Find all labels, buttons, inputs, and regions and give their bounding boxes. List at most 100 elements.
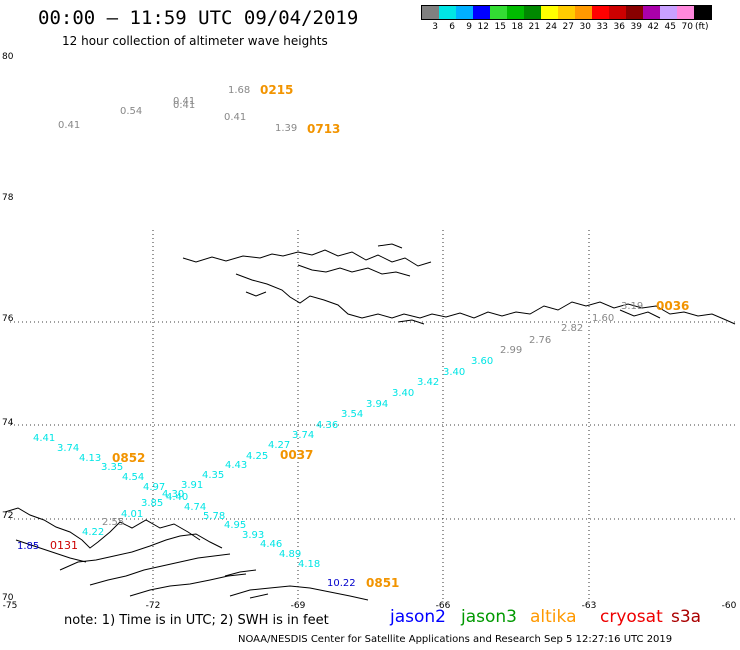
graticule: [10, 230, 735, 600]
legend-swatch: [422, 6, 439, 19]
swh-label: 4.95: [224, 520, 247, 531]
lon-label-69: -69: [290, 601, 306, 611]
legend-tick: 9: [466, 22, 472, 32]
swh-label: 4.30: [162, 489, 185, 500]
legend-swatch: [677, 6, 694, 19]
swh-label: 2.76: [529, 335, 552, 346]
legend-tick: 33: [596, 22, 608, 32]
color-legend: 3 6 9 12 15 18 21 24 27 30 33 36 39 42 45 70 (ft): [421, 5, 712, 32]
swh-label: 3.54: [341, 409, 364, 420]
legend-swatch: [626, 6, 643, 19]
legend-tick: 18: [511, 22, 523, 32]
legend-tick: 27: [562, 22, 574, 32]
note-text: note: 1) Time is in UTC; 2) SWH is in fe…: [64, 613, 329, 628]
page-title: 00:00 – 11:59 UTC 09/04/2019: [38, 7, 359, 29]
satellite-altika: altika: [530, 607, 577, 627]
swh-label: 0.41: [173, 100, 196, 111]
pass-time-label: 0036: [656, 299, 690, 313]
legend-tick: 15: [494, 22, 506, 32]
swh-label: 5.78: [203, 511, 226, 522]
lon-label-60: -60: [721, 601, 737, 611]
legend-swatch: [473, 6, 490, 19]
swh-label: 0.54: [120, 106, 143, 117]
legend-ticks: 3 6 9 12 15 18 21 24 27 30 33 36 39 42 45 70 (ft): [421, 22, 712, 32]
swh-label: 4.97: [143, 482, 166, 493]
legend-tick: 30: [579, 22, 591, 32]
satellite-cryosat: cryosat: [600, 607, 663, 627]
legend-tick: 42: [647, 22, 659, 32]
swh-label: 3.40: [443, 367, 466, 378]
satellite-s3a: s3a: [671, 607, 702, 627]
lat-label-70: 70: [2, 593, 14, 603]
swh-label: 4.35: [202, 470, 225, 481]
swh-label: 3.93: [242, 530, 265, 541]
legend-tick: 6: [449, 22, 455, 32]
pass-time-label: 0131: [50, 539, 78, 552]
pass-time-label: 0713: [307, 122, 341, 136]
legend-tick: 24: [545, 22, 557, 32]
pass-time-label: 0215: [260, 83, 294, 97]
swh-label: 1.60: [592, 313, 615, 324]
swh-label: 4.25: [246, 451, 269, 462]
legend-tick: 36: [613, 22, 625, 32]
swh-label: 10.22: [327, 578, 356, 589]
lat-label-80: 80: [2, 52, 14, 62]
swh-label: 3.60: [471, 356, 494, 367]
swh-label: 4.01: [121, 509, 144, 520]
legend-swatch: [541, 6, 558, 19]
legend-swatch: [439, 6, 456, 19]
swh-label: 4.40: [166, 492, 189, 503]
swh-label: 2.82: [561, 323, 584, 334]
swh-label: 4.22: [82, 527, 105, 538]
lon-label-72: -72: [145, 601, 161, 611]
coastline-north: [182, 243, 736, 325]
legend-swatch: [592, 6, 609, 19]
swh-label: 3.94: [366, 399, 389, 410]
swh-label: 3.35: [101, 462, 124, 473]
legend-tick: 39: [630, 22, 642, 32]
swh-label: 4.74: [184, 502, 207, 513]
legend-tick: 45: [664, 22, 676, 32]
swh-label: 0.41: [224, 112, 247, 123]
legend-swatch: [694, 6, 711, 19]
legend-tick: 12: [477, 22, 489, 32]
legend-tick: 3: [432, 22, 438, 32]
legend-unit: (ft): [695, 22, 709, 32]
lat-label-72: 72: [2, 511, 14, 521]
swh-label: 4.41: [33, 433, 56, 444]
swh-label: 1.39: [275, 123, 298, 134]
lon-label-75: -75: [2, 601, 18, 611]
swh-label: 3.91: [181, 480, 204, 491]
swh-label: 3.85: [141, 498, 164, 509]
legend-tick: 70: [681, 22, 693, 32]
swh-label: 2.99: [500, 345, 523, 356]
page-subtitle: 12 hour collection of altimeter wave hei…: [62, 34, 328, 48]
swh-label: 4.18: [298, 559, 321, 570]
swh-label: 1.68: [228, 85, 251, 96]
legend-swatch: [490, 6, 507, 19]
swh-label: 4.36: [316, 420, 339, 431]
legend-swatch: [575, 6, 592, 19]
swh-label: 3.40: [392, 388, 415, 399]
swh-label: 3.42: [417, 377, 440, 388]
legend-swatch: [507, 6, 524, 19]
swh-label: 3.74: [292, 430, 315, 441]
legend-swatch: [643, 6, 660, 19]
coastline-south: [4, 507, 369, 601]
swh-label: 4.89: [279, 549, 302, 560]
pass-time-label: 0852: [112, 451, 146, 465]
lat-label-74: 74: [2, 418, 14, 428]
swh-label: 0.41: [173, 96, 196, 107]
lon-label-63: -63: [581, 601, 597, 611]
swh-label: 4.27: [268, 440, 291, 451]
swh-label: 1.85: [17, 541, 40, 552]
legend-swatches: [421, 5, 712, 20]
lat-label-76: 76: [2, 314, 14, 324]
legend-swatch: [524, 6, 541, 19]
legend-tick: 21: [528, 22, 540, 32]
swh-label: 4.46: [260, 539, 283, 550]
swh-label: 4.54: [122, 472, 145, 483]
legend-swatch: [609, 6, 626, 19]
swh-label: 0.41: [58, 120, 81, 131]
